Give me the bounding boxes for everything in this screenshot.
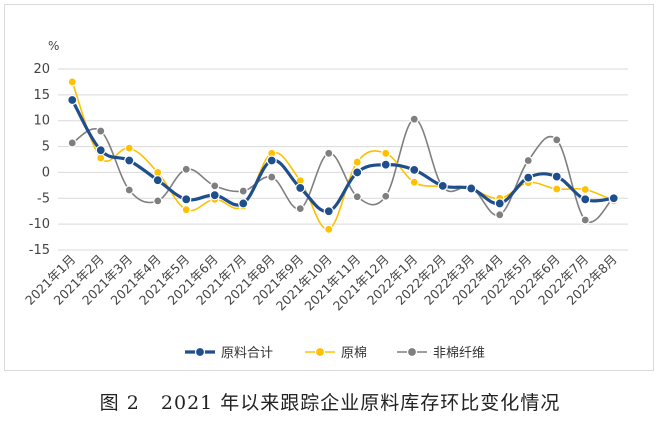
data-point [551,171,562,182]
series-total [67,94,619,217]
data-point [238,186,248,196]
y-tick-label: 20 [33,62,50,77]
data-point [523,155,533,166]
data-point [323,206,334,217]
data-point [608,193,619,204]
chart-frame: 20 15 10 5 0 -5 -10 -15 2021年1月 2021年2月 2021年3月 20… [4,4,654,371]
data-point [324,224,334,234]
series-raw-cotton [67,77,619,234]
data-point [67,138,77,148]
y-tick-label: 0 [42,165,50,180]
data-point [352,167,363,178]
data-point [580,215,590,225]
data-point [466,183,477,194]
data-point [495,210,505,220]
data-point [381,191,391,201]
y-tick-label: 15 [33,88,50,103]
legend-label: 非棉纤维 [433,346,485,361]
data-point [437,180,448,191]
data-point [295,204,305,214]
data-point [409,164,420,175]
data-point [124,155,135,166]
data-point [352,157,362,167]
y-tick-label: 5 [42,140,50,155]
data-point [181,205,191,215]
series-non-cotton-fiber [67,114,619,225]
y-tick-label: 10 [33,114,50,129]
legend-label: 原料合计 [221,346,273,361]
data-point [153,196,163,206]
data-point [96,126,106,136]
figure-caption: 图 2 2021 年以来跟踪企业原料库存环比变化情况 [99,392,561,414]
data-point [152,175,163,186]
data-point [409,177,419,187]
data-point [552,184,562,194]
data-point [409,114,419,124]
data-point [181,164,191,174]
data-point [95,145,106,156]
data-point [380,159,391,170]
y-unit-label: % [48,39,59,53]
legend-non-cotton-fiber: 非棉纤维 [397,346,485,361]
data-point [209,190,220,201]
legend-swatch-marker [406,346,418,358]
data-point [324,148,334,158]
legend-raw-cotton: 原棉 [305,346,367,361]
data-point [552,135,562,145]
data-point [266,155,277,166]
data-point [267,172,277,182]
data-point [238,198,249,209]
legend-total: 原料合计 [185,346,273,361]
data-point [210,181,220,191]
legend-label: 原棉 [341,346,367,361]
data-point [124,143,134,153]
data-point [352,192,362,202]
data-point [67,77,77,87]
y-tick-label: -10 [29,217,50,232]
data-point [67,94,78,106]
y-tick-label: -5 [37,191,50,206]
series-line [71,118,615,223]
data-point [381,148,391,158]
data-point [494,198,505,209]
data-point [580,184,590,195]
data-point [181,194,192,205]
data-point [523,172,534,183]
data-point [124,185,134,195]
data-point [580,194,591,205]
data-point [295,182,306,194]
legend-swatch-marker [314,346,326,358]
y-tick-label: -15 [29,243,50,258]
legend-swatch-marker [194,346,206,358]
